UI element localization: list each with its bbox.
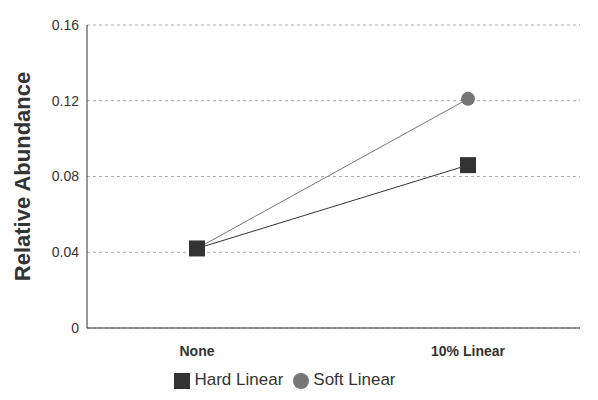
svg-text:Relative Abundance: Relative Abundance (10, 72, 35, 281)
svg-text:0: 0 (71, 320, 79, 336)
html-text:Hard Linear: Hard Linear (194, 370, 284, 389)
html-text:Soft Linear: Soft Linear (313, 370, 396, 389)
svg-text:0.16: 0.16 (52, 17, 79, 33)
svg-text:0.04: 0.04 (52, 244, 79, 260)
svg-text:0.08: 0.08 (52, 168, 79, 184)
svg-text:10% Linear: 10% Linear (431, 343, 505, 359)
svg-text:0.12: 0.12 (52, 93, 79, 109)
svg-text:None: None (180, 343, 215, 359)
